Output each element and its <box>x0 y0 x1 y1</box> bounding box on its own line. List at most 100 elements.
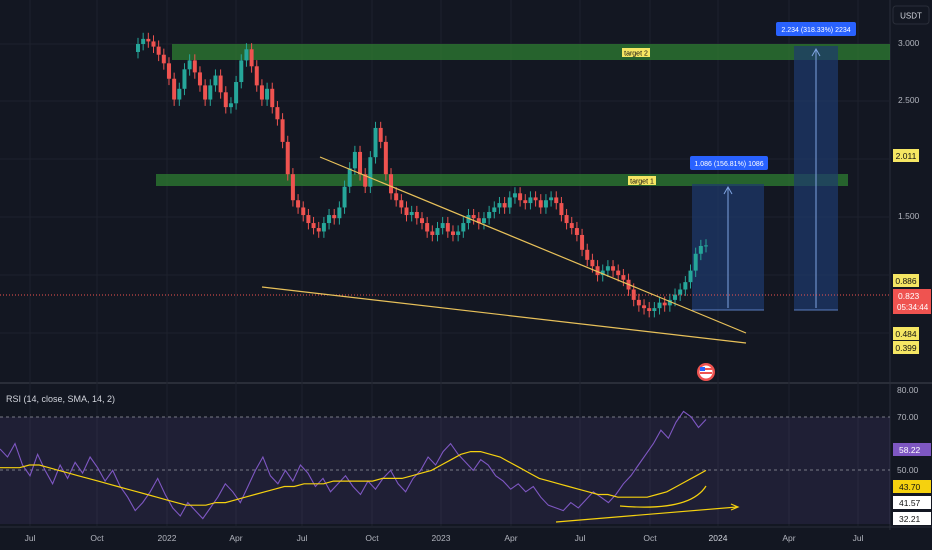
candle-body <box>502 203 507 208</box>
y-tick-2500: 2.500 <box>898 95 920 105</box>
candle-body <box>543 200 548 208</box>
candle-body <box>192 60 197 73</box>
rsi-y-tick-50: 50.00 <box>897 465 919 475</box>
candle-body <box>642 305 647 309</box>
x-tick-label: Oct <box>643 533 657 543</box>
rsi-sma-line <box>0 451 707 506</box>
candle-body <box>321 223 326 232</box>
candle-body <box>476 218 481 224</box>
candle-body <box>590 259 595 267</box>
candle-body <box>285 141 290 175</box>
candle-body <box>481 218 486 224</box>
x-tick-label: Jul <box>575 533 586 543</box>
candle-body <box>146 38 151 42</box>
price-axis[interactable] <box>890 0 932 530</box>
candle-body <box>688 270 693 283</box>
candle-body <box>409 211 414 216</box>
candle-body <box>652 308 657 312</box>
badge-rsi-sma: 43.70 <box>899 482 921 492</box>
badge-support-upper: 0.484 <box>895 329 917 339</box>
wedge-lower-trendline[interactable] <box>261 286 747 344</box>
candle-body <box>667 299 672 306</box>
currency-button[interactable] <box>892 5 930 25</box>
candle-body <box>389 174 394 194</box>
candle-body <box>203 85 208 100</box>
candle-body <box>461 223 466 232</box>
candle-body <box>678 289 683 295</box>
candle-body <box>136 44 140 52</box>
candle-body <box>342 186 347 208</box>
candle-body <box>673 294 678 300</box>
x-tick-label: Oct <box>365 533 379 543</box>
candle-body <box>290 174 295 201</box>
target-1-label: target 1 <box>630 179 654 186</box>
candle-body <box>166 63 171 79</box>
candle-body <box>507 197 512 208</box>
candle-body <box>280 119 285 142</box>
candle-body <box>662 302 667 306</box>
candle-body <box>239 60 244 83</box>
candle-body <box>574 228 579 235</box>
candle-body <box>218 75 223 93</box>
candle-body <box>208 85 213 100</box>
candle-body <box>704 245 708 247</box>
candle-body <box>399 200 404 208</box>
projection-label-2: 2.234 (318.33%) 2234 <box>781 27 850 34</box>
candle-body <box>621 275 626 280</box>
candle-body <box>445 223 450 232</box>
x-tick-label: Jul <box>25 533 36 543</box>
candle-body <box>435 228 440 235</box>
candle-body <box>197 72 202 86</box>
badge-countdown: 05:34:44 <box>897 303 929 312</box>
us-flag-event-icon[interactable] <box>697 363 715 381</box>
x-tick-label: Jul <box>853 533 864 543</box>
time-axis[interactable]: Jul Oct 2022 Apr Jul Oct 2023 Apr Jul Oct 2024 Apr J… <box>25 533 864 543</box>
candle-body <box>523 200 528 204</box>
candle-body <box>172 78 177 100</box>
candle-body <box>698 245 703 254</box>
candle-body <box>456 231 461 235</box>
x-tick-label: Jul <box>297 533 308 543</box>
candle-body <box>363 174 368 187</box>
candle-body <box>213 75 218 86</box>
projection-label-1-bg <box>690 156 768 170</box>
target-2-zone <box>172 44 890 60</box>
candle-body <box>161 54 166 64</box>
candle-body <box>234 82 239 104</box>
candle-body <box>151 41 156 47</box>
target-2-label: target 2 <box>624 51 648 58</box>
x-tick-label: Oct <box>90 533 104 543</box>
candle-body <box>616 270 621 276</box>
candle-body <box>337 207 342 219</box>
badge-rsi-level-b: 32.21 <box>899 514 921 524</box>
candle-body <box>141 38 146 44</box>
candle-body <box>585 249 590 260</box>
candle-body <box>559 203 564 216</box>
projection-label-1: 1.086 (156.81%) 1086 <box>694 161 763 168</box>
candle-body <box>404 207 409 216</box>
candle-body <box>259 85 264 100</box>
candle-body <box>378 127 383 142</box>
candle-body <box>275 107 280 120</box>
candle-body <box>549 197 554 201</box>
candle-body <box>311 223 316 229</box>
candle-body <box>595 266 600 276</box>
candle-body <box>332 215 337 219</box>
candle-body <box>554 197 559 204</box>
rsi-y-tick-70: 70.00 <box>897 412 919 422</box>
rsi-title[interactable]: RSI (14, close, SMA, 14, 2) <box>6 394 115 404</box>
candlestick-series <box>136 32 708 318</box>
candle-body <box>518 193 523 201</box>
wedge-upper-trendline[interactable] <box>319 156 747 334</box>
candle-body <box>636 299 641 306</box>
candle-body <box>254 66 259 86</box>
candle-body <box>440 223 445 229</box>
candle-body <box>228 103 233 108</box>
candle-body <box>316 228 321 232</box>
badge-support-lower: 0.399 <box>895 343 917 353</box>
target-2-label-bg <box>622 48 650 57</box>
x-tick-label: Apr <box>504 533 517 543</box>
candle-body <box>492 207 497 212</box>
candle-body <box>358 151 363 175</box>
candle-body <box>352 151 357 169</box>
